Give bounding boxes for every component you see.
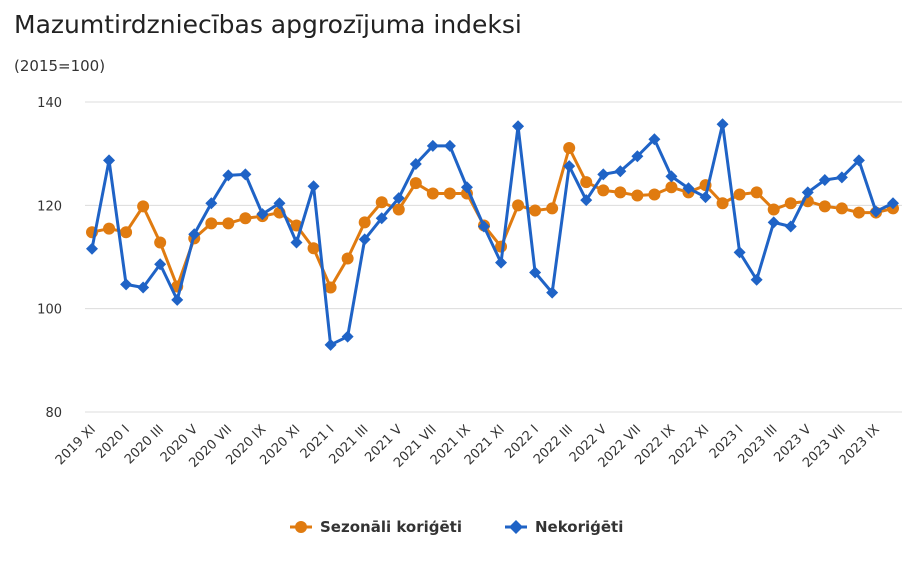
data-point	[120, 278, 133, 291]
y-tick-label: 100	[37, 303, 62, 318]
data-point	[188, 228, 201, 241]
data-point	[716, 197, 729, 210]
data-point	[750, 186, 763, 199]
data-point	[835, 202, 848, 215]
data-point	[546, 202, 559, 215]
chart-subtitle: (2015=100)	[14, 57, 106, 75]
data-point	[409, 158, 422, 170]
legend-label[interactable]: Sezonāli koriģēti	[320, 518, 462, 536]
data-point	[614, 186, 627, 199]
data-point	[784, 220, 797, 233]
y-tick-label: 120	[37, 199, 62, 214]
data-point	[597, 184, 610, 197]
data-point	[580, 176, 593, 189]
y-tick-label: 140	[37, 96, 62, 111]
data-point	[750, 273, 763, 286]
legend-diamond-icon	[509, 520, 523, 534]
data-point	[392, 192, 405, 205]
legend-label[interactable]: Nekoriģēti	[535, 518, 623, 536]
data-point	[852, 206, 865, 219]
data-point	[801, 186, 814, 199]
data-point	[665, 181, 678, 194]
data-point	[171, 293, 184, 306]
data-point	[222, 169, 235, 182]
data-point	[443, 139, 456, 152]
data-point	[103, 154, 116, 167]
data-point	[580, 194, 593, 207]
data-point	[375, 196, 388, 209]
data-point	[460, 181, 473, 194]
data-point	[767, 216, 780, 229]
data-point	[307, 180, 320, 193]
data-point	[290, 236, 303, 249]
data-point	[307, 242, 320, 255]
data-point	[733, 246, 746, 259]
data-point	[648, 133, 661, 146]
data-point	[529, 266, 542, 279]
data-point	[443, 187, 456, 200]
data-point	[426, 139, 439, 152]
data-point	[86, 242, 98, 255]
data-point	[239, 212, 252, 225]
x-tick-label: 2019 XI	[53, 422, 99, 468]
data-point	[324, 281, 337, 294]
data-point	[767, 203, 780, 216]
data-point	[358, 216, 371, 229]
data-point	[852, 154, 865, 167]
data-point	[631, 150, 644, 163]
data-point	[256, 208, 269, 221]
data-point	[375, 212, 388, 225]
data-point	[512, 199, 525, 212]
data-point	[512, 120, 525, 133]
data-point	[154, 236, 167, 249]
data-point	[563, 141, 576, 154]
data-point	[835, 171, 848, 184]
series-line-unadjusted	[90, 122, 894, 347]
data-point	[154, 258, 167, 271]
data-point	[222, 217, 235, 230]
data-point	[426, 187, 439, 200]
data-point	[239, 168, 252, 181]
data-point	[324, 338, 337, 351]
data-point	[563, 160, 576, 173]
data-point	[205, 197, 218, 210]
data-point	[392, 203, 405, 216]
data-point	[137, 200, 150, 213]
data-point	[716, 118, 729, 131]
data-point	[495, 256, 508, 269]
data-point	[341, 330, 354, 343]
data-point	[205, 217, 218, 230]
data-point	[869, 205, 882, 218]
data-point	[682, 182, 695, 195]
data-point	[597, 168, 610, 181]
chart-title: Mazumtirdzniecības apgrozījuma indeksi	[14, 10, 522, 39]
data-point	[614, 165, 627, 178]
data-point	[529, 204, 542, 217]
data-point	[818, 174, 831, 187]
data-point	[699, 191, 712, 204]
y-tick-label: 80	[45, 406, 62, 421]
data-point	[341, 252, 354, 265]
data-point	[137, 281, 150, 294]
data-point	[648, 188, 661, 201]
data-point	[103, 222, 116, 235]
data-point	[546, 286, 559, 299]
data-point	[784, 197, 797, 210]
data-point	[477, 220, 490, 233]
data-point	[665, 170, 678, 183]
data-point	[733, 188, 746, 201]
data-point	[631, 189, 644, 202]
data-point	[887, 197, 899, 210]
data-point	[358, 233, 371, 246]
data-point	[273, 197, 286, 210]
data-point	[818, 200, 831, 213]
data-point	[120, 226, 133, 239]
data-point	[409, 177, 422, 190]
legend-circle-icon	[295, 521, 307, 533]
